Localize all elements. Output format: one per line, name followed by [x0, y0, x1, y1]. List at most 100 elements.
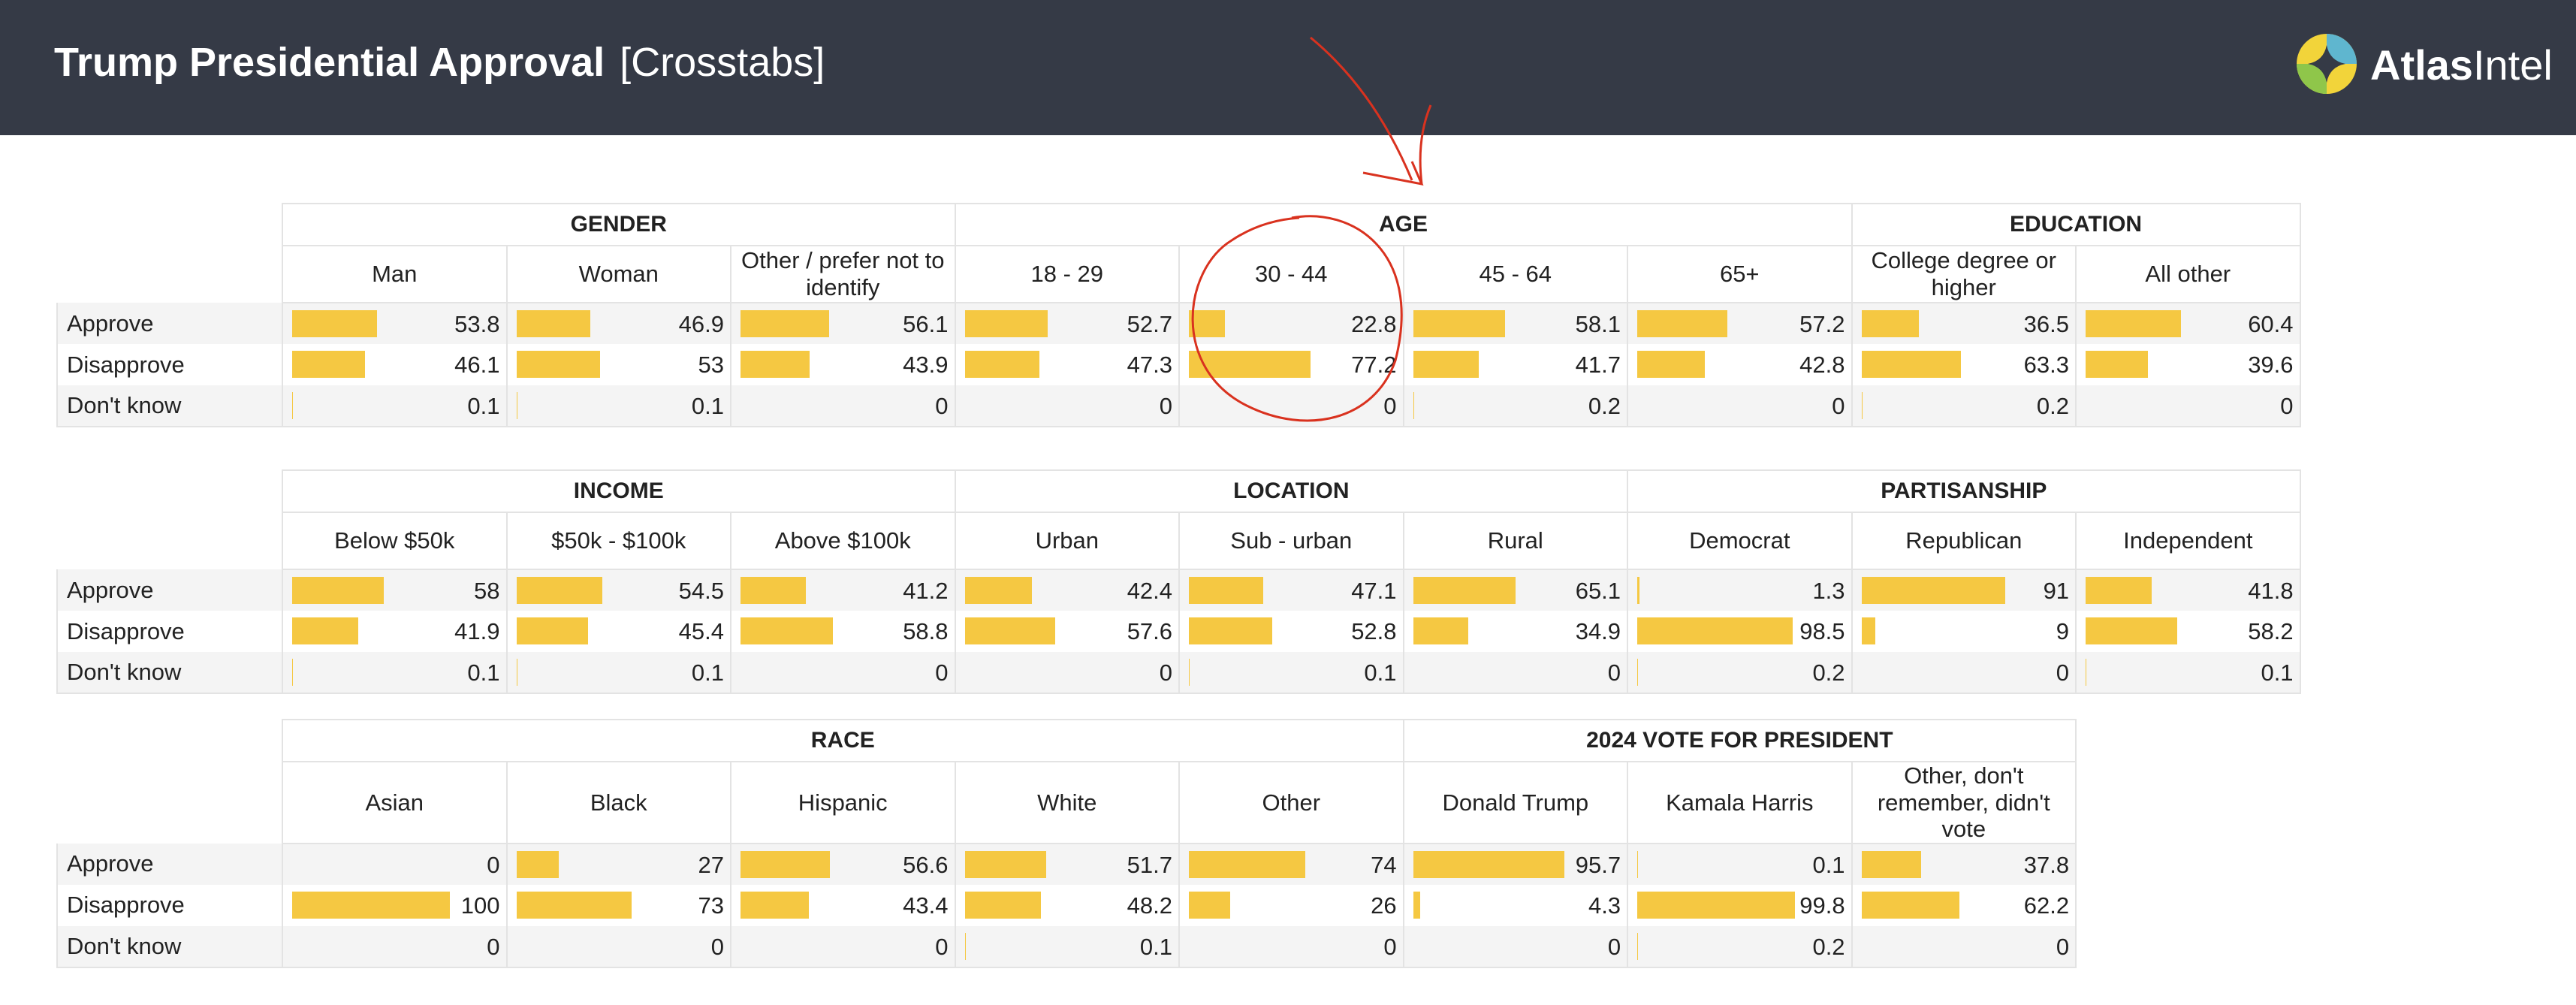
value-bar: [1189, 310, 1225, 337]
value-bar: [964, 577, 1032, 604]
value-bar: [2086, 310, 2181, 337]
column-header-white: White: [954, 761, 1180, 844]
data-cell: 0.1: [954, 925, 1180, 968]
crosstab-table: GENDER AGE EDUCATION Man Woman Other / prefer…: [56, 203, 2301, 427]
data-cell: 58.1: [1402, 303, 1628, 344]
data-cell: 41.8: [2075, 569, 2301, 611]
data-cell: 73: [505, 884, 731, 926]
value-label: 58.8: [903, 618, 949, 644]
value-label: 63.3: [2023, 352, 2070, 378]
data-cell: 56.6: [730, 843, 956, 885]
value-bar: [1637, 617, 1793, 644]
value-label: 48.2: [1127, 892, 1172, 919]
table-row: Disapprove 41.9 45.4 58.8 57.6 52.8 34.9 98.5 9 5…: [56, 611, 2301, 652]
column-header-republican: Republican: [1851, 512, 2077, 570]
value-bar: [964, 617, 1056, 644]
group-header-income: INCOME: [282, 469, 956, 513]
data-cell: 0: [1178, 925, 1404, 968]
row-label: Don't know: [56, 652, 282, 694]
value-label: 1.3: [1812, 578, 1845, 604]
group-header-education: EDUCATION: [1851, 203, 2301, 246]
value-label: 98.5: [1799, 618, 1845, 644]
group-header-race: RACE: [282, 719, 1404, 762]
data-cell: 42.4: [954, 569, 1181, 611]
data-cell: 51.7: [954, 843, 1180, 885]
value-label: 60.4: [2248, 311, 2294, 337]
value-bar: [516, 577, 602, 604]
value-label: 100: [460, 892, 500, 919]
value-label: 0.1: [2261, 659, 2294, 686]
column-header-other-don-t-remember-didn-t-vote: Other, don't remember, didn't vote: [1851, 761, 2077, 844]
data-cell: 46.1: [282, 344, 508, 385]
value-bar: [1861, 891, 1960, 919]
value-label: 57.6: [1127, 618, 1173, 644]
column-header-above-100k: Above $100k: [730, 512, 956, 570]
value-label: 41.7: [1575, 352, 1621, 378]
value-label: 0.1: [1812, 851, 1845, 878]
value-label: 46.9: [678, 311, 724, 337]
value-bar: [516, 617, 588, 644]
data-cell: 0: [730, 652, 956, 694]
column-header-donald-trump: Donald Trump: [1402, 761, 1629, 844]
value-label: 73: [698, 892, 724, 919]
value-label: 0: [2056, 933, 2070, 960]
data-cell: 58: [282, 569, 508, 611]
header-spacer: [57, 720, 282, 762]
value-label: 77.2: [1351, 352, 1397, 378]
value-label: 0: [1159, 393, 1172, 419]
value-label: 43.9: [903, 352, 949, 378]
group-header-gender: GENDER: [282, 203, 956, 246]
value-bar: [292, 351, 365, 378]
table-row: Don't know 0.1 0.1 0 0 0.1 0 0.2 0 0.1: [56, 652, 2301, 694]
data-cell: 9: [1851, 611, 2077, 652]
page-title: Trump Presidential Approval [Crosstabs]: [54, 39, 825, 86]
value-bar: [1637, 891, 1795, 919]
value-bar: [2086, 617, 2178, 644]
data-cell: 77.2: [1178, 344, 1404, 385]
value-label: 41.8: [2248, 578, 2294, 604]
data-cell: 26: [1178, 884, 1404, 926]
value-label: 41.9: [454, 618, 500, 644]
value-label: 47.3: [1127, 352, 1172, 378]
data-cell: 0.2: [1627, 925, 1853, 968]
column-header-kamala-harris: Kamala Harris: [1627, 761, 1853, 844]
data-cell: 99.8: [1627, 884, 1853, 926]
value-label: 42.8: [1799, 352, 1845, 378]
data-cell: 41.9: [282, 611, 508, 652]
value-label: 0: [710, 933, 724, 960]
value-label: 0.2: [1812, 933, 1845, 960]
value-bar: [1413, 617, 1468, 644]
data-cell: 0: [1851, 925, 2077, 968]
value-label: 0: [1607, 659, 1621, 686]
data-cell: 0.1: [505, 652, 731, 694]
value-label: 0.1: [691, 659, 724, 686]
value-label: 45.4: [678, 618, 724, 644]
data-cell: 0: [282, 843, 508, 885]
data-cell: 0: [730, 925, 956, 968]
value-label: 0: [935, 933, 949, 960]
data-cell: 57.6: [954, 611, 1181, 652]
value-label: 62.2: [2023, 892, 2070, 919]
value-label: 0: [935, 393, 949, 419]
value-label: 42.4: [1127, 578, 1173, 604]
value-label: 54.5: [678, 578, 724, 604]
value-label: 43.4: [903, 892, 949, 919]
value-bar: [1861, 577, 2005, 604]
header-bar: Trump Presidential Approval [Crosstabs] A…: [0, 0, 2576, 135]
data-cell: 0.1: [505, 385, 731, 427]
data-cell: 37.8: [1851, 843, 2077, 885]
data-cell: 52.8: [1178, 611, 1404, 652]
column-header-asian: Asian: [282, 761, 508, 844]
value-label: 0: [1383, 393, 1397, 419]
data-cell: 62.2: [1851, 884, 2077, 926]
value-bar: [2086, 577, 2152, 604]
column-header-hispanic: Hispanic: [730, 761, 956, 844]
table-row: Approve 53.8 46.9 56.1 52.7 22.8 58.1 57.2 36.5 6…: [56, 303, 2301, 344]
header-spacer: [57, 762, 282, 844]
value-bar: [964, 351, 1039, 378]
data-cell: 0: [954, 385, 1180, 427]
value-label: 56.6: [903, 851, 949, 878]
data-cell: 95.7: [1402, 843, 1629, 885]
value-label: 41.2: [903, 578, 949, 604]
data-cell: 0.2: [1851, 385, 2077, 427]
